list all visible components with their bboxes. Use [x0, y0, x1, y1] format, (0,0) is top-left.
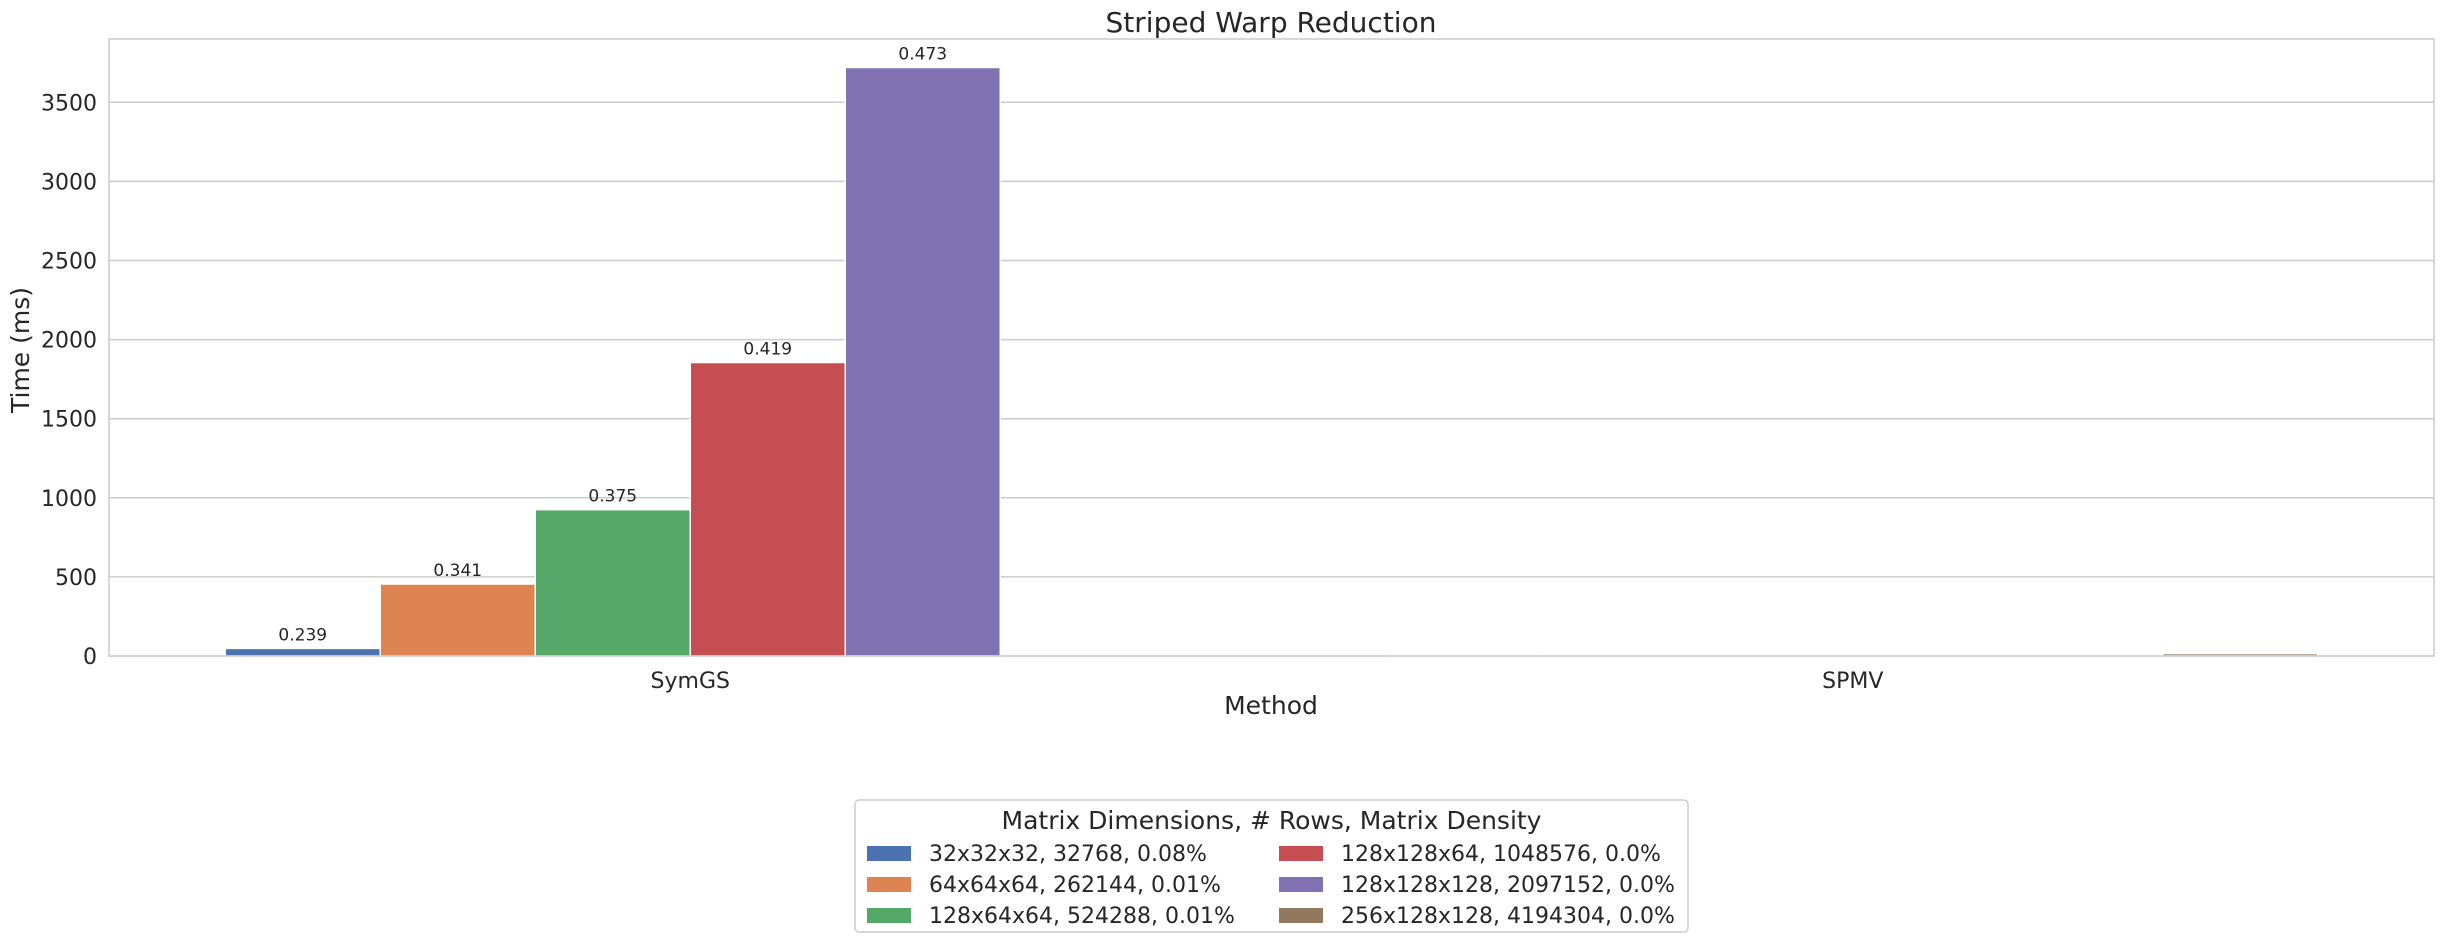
x-tick-labels: SymGS SPMV	[651, 669, 1884, 694]
y-tick-label: 3000	[41, 170, 97, 195]
bars-group	[224, 66, 2319, 657]
y-tick-label: 1500	[41, 408, 97, 433]
x-tick-label: SPMV	[1822, 669, 1883, 694]
bar	[224, 647, 381, 657]
y-tick-label: 500	[55, 566, 97, 591]
bar	[534, 508, 691, 657]
plot-frame	[108, 38, 2435, 657]
legend-entry: 64x64x64, 262144, 0.01%	[929, 873, 1221, 898]
bar-data-label: 0.473	[898, 44, 947, 64]
legend-title: Matrix Dimensions, # Rows, Matrix Densit…	[1002, 806, 1542, 835]
legend-frame	[854, 799, 1689, 933]
y-tick-label: 2000	[41, 329, 97, 354]
legend-swatch	[867, 877, 911, 892]
legend-entry: 256x128x128, 4194304, 0.0%	[1341, 904, 1675, 929]
y-tick-labels: 0 500 1000 1500 2000 2500 3000 3500	[41, 91, 97, 670]
x-tick-label: SymGS	[651, 669, 730, 694]
legend-entry: 128x128x128, 2097152, 0.0%	[1341, 873, 1675, 898]
legend-swatch	[1279, 846, 1323, 861]
bar-data-label: 0.419	[743, 340, 792, 360]
bar	[689, 361, 846, 657]
bar	[379, 583, 536, 657]
bar-data-label: 0.375	[588, 487, 637, 507]
bar-data-label: 0.239	[278, 625, 327, 645]
legend-entry: 128x64x64, 524288, 0.01%	[929, 904, 1235, 929]
y-tick-label: 0	[83, 645, 97, 670]
legend-entry: 128x128x64, 1048576, 0.0%	[1341, 842, 1661, 867]
x-axis-label: Method	[1224, 691, 1318, 720]
y-tick-label: 3500	[41, 91, 97, 116]
y-tick-label: 1000	[41, 487, 97, 512]
legend-swatch	[867, 908, 911, 923]
bar-data-label: 0.341	[433, 561, 482, 581]
chart-title: Striped Warp Reduction	[1106, 6, 1437, 39]
gridlines	[109, 101, 2434, 657]
bar	[844, 66, 1001, 657]
y-axis-label: Time (ms)	[6, 287, 35, 414]
legend-swatch	[1279, 877, 1323, 892]
legend-entry: 32x32x32, 32768, 0.08%	[929, 842, 1207, 867]
bar-labels-group: 0.239 0.341 0.375 0.419 0.473	[278, 44, 947, 645]
legend: Matrix Dimensions, # Rows, Matrix Densit…	[854, 799, 1689, 933]
legend-swatch	[1279, 908, 1323, 923]
y-tick-label: 2500	[41, 249, 97, 274]
legend-swatch	[867, 846, 911, 861]
